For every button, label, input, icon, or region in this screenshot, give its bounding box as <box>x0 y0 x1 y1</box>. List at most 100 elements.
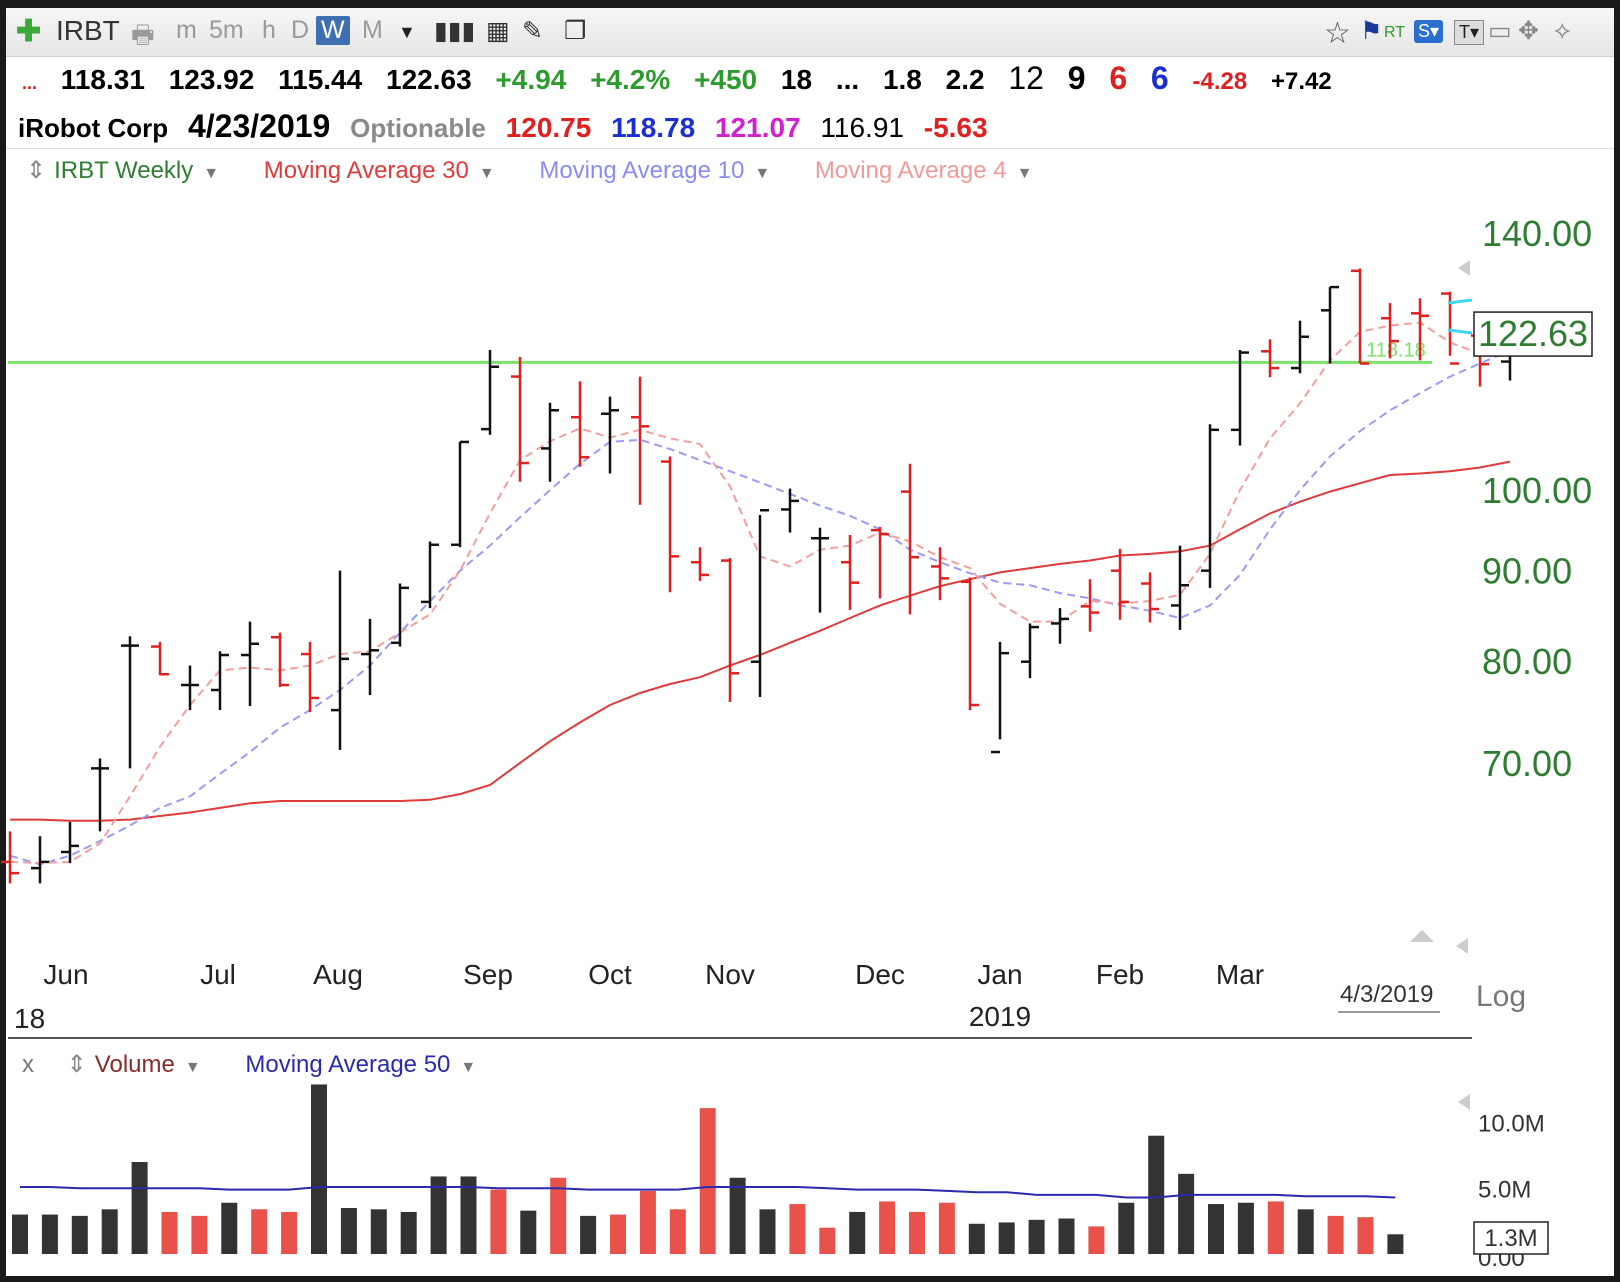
legend-ma10[interactable]: Moving Average 10 ▼ <box>539 157 770 184</box>
volume-bar <box>340 1208 357 1254</box>
x-tick-label: Dec <box>855 959 905 990</box>
x-year-label: 2019 <box>969 1001 1031 1032</box>
volume-bar <box>550 1177 567 1254</box>
volume-bar <box>1387 1234 1404 1254</box>
y-tick-label: 90.00 <box>1482 551 1572 592</box>
volume-bar <box>490 1189 507 1254</box>
quote-ma10: 118.78 <box>611 112 696 143</box>
quote-diff: -5.63 <box>923 112 988 143</box>
quote-v7: 6 <box>1109 60 1128 96</box>
volume-bar <box>759 1209 776 1254</box>
volume-bar <box>1058 1218 1075 1254</box>
rt-icon[interactable]: RT <box>1384 24 1406 41</box>
volume-bar <box>311 1084 327 1254</box>
price-legend: ⇕ IRBT Weekly ▼ Moving Average 30 ▼ Moving … <box>26 156 1070 185</box>
volume-bar <box>610 1214 626 1254</box>
resize-icon[interactable]: ⟡ <box>1554 16 1571 44</box>
quote-change-pct: +4.2% <box>590 64 671 95</box>
quote-date: 4/23/2019 <box>187 108 331 144</box>
y-tick-label: 80.00 <box>1482 641 1572 682</box>
volume-bar <box>41 1214 58 1254</box>
close-icon[interactable]: x <box>22 1051 34 1078</box>
t-icon[interactable]: T▾ <box>1454 20 1485 45</box>
volume-bar <box>1208 1204 1224 1254</box>
move-icon[interactable]: ✥ <box>1518 17 1539 45</box>
current-price-box <box>1473 311 1593 357</box>
x-tick-label: Aug <box>313 959 363 990</box>
print-icon[interactable]: 🖶 <box>131 21 155 49</box>
volume-bar <box>251 1209 268 1254</box>
range-end-label: 4/3/2019 <box>1340 981 1433 1008</box>
star-icon[interactable]: ☆ <box>1324 17 1351 50</box>
legend-volume[interactable]: ⇕ Volume ▼ <box>67 1051 201 1078</box>
quote-v8: 6 <box>1150 60 1169 96</box>
add-icon[interactable]: ✚ <box>16 15 42 48</box>
volume-bar <box>161 1211 178 1254</box>
current-volume-box <box>1473 1221 1549 1255</box>
volume-bar <box>370 1209 387 1254</box>
quote-line-1: ... 118.31 123.92 115.44 122.63 +4.94 +4… <box>22 60 1348 97</box>
quote-ma30: 120.75 <box>505 112 592 143</box>
company-name: iRobot Corp <box>18 113 169 143</box>
volume-bar <box>639 1190 656 1254</box>
legend-series[interactable]: ⇕ IRBT Weekly ▼ <box>26 157 219 184</box>
volume-bar <box>968 1223 985 1254</box>
scroll-left-icon <box>1458 260 1470 276</box>
quote-v4: 2.2 <box>945 64 985 95</box>
volume-bar <box>430 1176 447 1254</box>
sort-icon: ⇕ <box>26 157 47 184</box>
interval-h[interactable]: h <box>262 16 276 44</box>
volume-bar <box>460 1176 477 1254</box>
optionable-label: Optionable <box>350 113 486 143</box>
interval-d[interactable]: D <box>291 16 310 44</box>
volume-bar <box>191 1215 208 1254</box>
flag-icon[interactable]: ⚑ <box>1360 17 1383 45</box>
volume-bar <box>1357 1217 1374 1254</box>
bar-chart-icon[interactable]: ▮▮▮ <box>434 17 476 45</box>
x-tick-label: Jun <box>43 959 88 990</box>
log-scale-toggle: Log <box>1476 980 1526 1013</box>
interval-w[interactable]: W <box>316 16 350 45</box>
chevron-down-icon: ▼ <box>203 165 220 182</box>
chevron-down-icon[interactable]: ▼ <box>398 22 416 42</box>
copy-icon[interactable]: ❐ <box>564 17 587 45</box>
volume-bar <box>400 1211 417 1254</box>
scroll-left-icon <box>1456 938 1468 954</box>
volume-bar <box>879 1201 896 1254</box>
pencil-icon[interactable]: ✎ <box>522 17 543 45</box>
interval-5m[interactable]: 5m <box>209 16 244 44</box>
volume-bar <box>1267 1201 1284 1254</box>
quote-vol-change: +450 <box>694 64 758 95</box>
volume-bar <box>1028 1219 1045 1254</box>
quote-prefix: ... <box>22 73 38 93</box>
legend-series-label: IRBT Weekly <box>54 157 194 184</box>
legend-ma30[interactable]: Moving Average 30 ▼ <box>264 157 495 184</box>
volume-bar <box>789 1204 806 1254</box>
x-prev-year-label: 18 <box>14 1003 45 1034</box>
ma10-line <box>9 349 1511 866</box>
y-tick-label: 100.00 <box>1482 470 1592 511</box>
volume-bar <box>699 1108 716 1254</box>
legend-ma4[interactable]: Moving Average 4 ▼ <box>815 157 1033 184</box>
volume-bar <box>938 1202 955 1254</box>
quote-v5: 12 <box>1008 60 1044 96</box>
legend-ma30-label: Moving Average 30 <box>263 157 469 184</box>
interval-month[interactable]: M <box>362 16 383 44</box>
volume-bar <box>669 1209 686 1254</box>
quote-v2: ... <box>835 64 860 95</box>
symbol-field[interactable]: IRBT <box>56 15 120 46</box>
volume-bar <box>1148 1135 1165 1254</box>
volume-bar <box>1088 1226 1105 1254</box>
legend-ma50-label: Moving Average 50 <box>245 1051 451 1078</box>
s-icon[interactable]: S▾ <box>1414 20 1444 43</box>
legend-ma50[interactable]: Moving Average 50 ▼ <box>245 1051 476 1078</box>
current-price-label: 122.63 <box>1478 313 1588 354</box>
window-icon[interactable]: ▭ <box>1488 17 1512 45</box>
grid-icon[interactable]: ▦ <box>486 17 510 45</box>
volume-bar <box>12 1214 28 1254</box>
quote-v10: +7.42 <box>1270 68 1332 95</box>
volume-bar <box>580 1215 597 1254</box>
interval-m[interactable]: m <box>176 16 197 44</box>
